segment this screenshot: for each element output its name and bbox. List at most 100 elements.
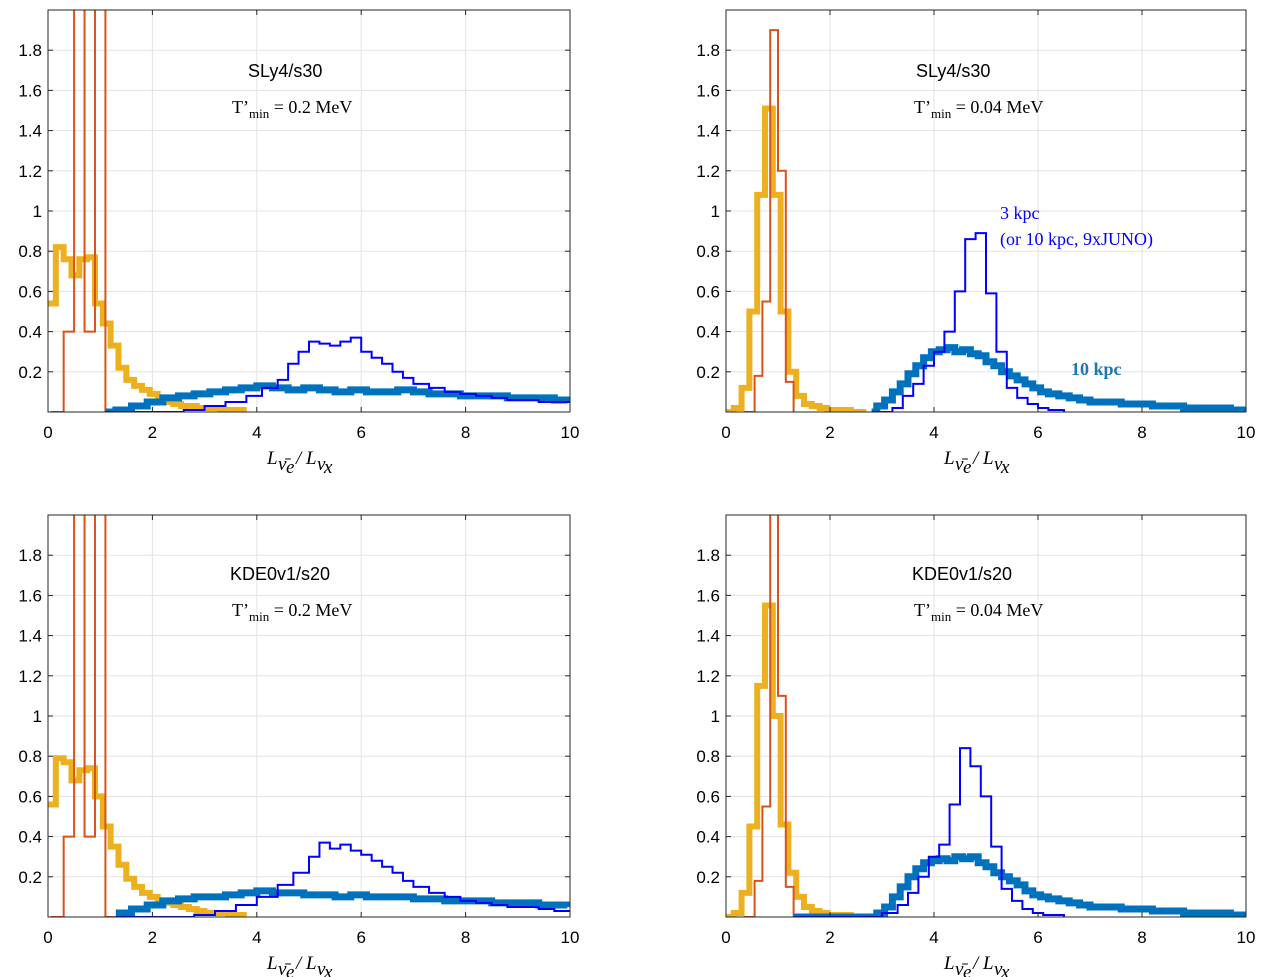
svg-text:L: L <box>982 953 994 974</box>
x-tick-label: 6 <box>1033 928 1042 947</box>
y-tick-label: 1.8 <box>696 546 720 565</box>
svg-text:L: L <box>943 448 955 469</box>
tmin-label: T’min = 0.2 MeV <box>232 97 352 121</box>
thick-blue-histogram <box>793 853 1246 917</box>
y-tick-label: 0.4 <box>18 828 42 847</box>
svg-text:e: e <box>963 457 971 478</box>
panel-title: KDE0v1/s20 <box>230 564 330 584</box>
x-tick-label: 2 <box>825 928 834 947</box>
panel-title: SLy4/s30 <box>916 61 990 81</box>
x-tick-label: 4 <box>252 423 261 442</box>
series-group <box>726 515 1246 917</box>
chart-panel-1: 0 2 4 6 8 10 0.2 0.4 0.6 0.8 1 1.2 1.4 1.6 1.8 SLy4/s30… <box>18 9 579 478</box>
tmin-label: T’min = 0.04 MeV <box>914 97 1043 121</box>
thick-yellow-histogram <box>48 244 247 412</box>
y-tick-label: 0.8 <box>18 242 42 261</box>
chart-panel-2: 0 2 4 6 8 10 0.2 0.4 0.6 0.8 1 1.2 1.4 1.6 1.8 SLy4/s30… <box>696 9 1255 478</box>
svg-text:ν: ν <box>317 959 326 977</box>
y-tick-label: 0.4 <box>696 828 720 847</box>
y-tick-label: 1.4 <box>18 627 42 646</box>
y-tick-label: 1.4 <box>18 122 42 141</box>
y-tick-label: 0.4 <box>18 323 42 342</box>
y-tick-label: 1 <box>711 707 720 726</box>
svg-text:/: / <box>972 448 980 469</box>
svg-text:L: L <box>982 448 994 469</box>
svg-text:L: L <box>266 448 278 469</box>
svg-text:ν: ν <box>994 959 1003 977</box>
y-tick-label: 1.6 <box>18 81 42 100</box>
y-tick-label: 0.2 <box>696 868 720 887</box>
svg-text:x: x <box>323 457 333 478</box>
y-tick-label: 0.8 <box>18 747 42 766</box>
svg-text:/: / <box>972 953 980 974</box>
annotation-2: (or 10 kpc, 9xJUNO) <box>1000 229 1153 250</box>
y-tick-label: 1.4 <box>696 122 720 141</box>
y-tick-label: 0.2 <box>696 363 720 382</box>
x-tick-label: 4 <box>929 423 938 442</box>
thick-yellow-histogram <box>48 755 247 917</box>
x-tick-label: 10 <box>561 423 580 442</box>
y-tick-label: 0.2 <box>18 363 42 382</box>
x-tick-label: 0 <box>43 423 52 442</box>
y-tick-label: 1 <box>33 202 42 221</box>
svg-text:x: x <box>323 962 333 977</box>
ticks: 0 2 4 6 8 10 0.2 0.4 0.6 0.8 1 1.2 1.4 1.6 1.8 <box>18 10 579 442</box>
ticks: 0 2 4 6 8 10 0.2 0.4 0.6 0.8 1 1.2 1.4 1.6 1.8 <box>696 10 1255 442</box>
y-tick-label: 1 <box>33 707 42 726</box>
y-tick-label: 0.6 <box>18 282 42 301</box>
thin-blue-histogram <box>793 747 1065 917</box>
y-tick-label: 1.2 <box>18 162 42 181</box>
thick-blue-histogram <box>871 344 1246 412</box>
thin-orange-histogram <box>50 10 116 412</box>
y-tick-label: 1.8 <box>696 41 720 60</box>
y-tick-label: 0.4 <box>696 323 720 342</box>
y-tick-label: 1 <box>711 202 720 221</box>
svg-text:/: / <box>295 953 303 974</box>
svg-text:/: / <box>295 448 303 469</box>
svg-text:L: L <box>266 953 278 974</box>
chart-panel-4: 0 2 4 6 8 10 0.2 0.4 0.6 0.8 1 1.2 1.4 1.6 1.8 KDE0v1/s… <box>696 514 1255 977</box>
x-tick-label: 0 <box>721 423 730 442</box>
tmin-label: T’min = 0.2 MeV <box>232 600 352 624</box>
chart-panel-3: 0 2 4 6 8 10 0.2 0.4 0.6 0.8 1 1.2 1.4 1.6 1.8 KDE0v1/s… <box>18 514 580 977</box>
series-group <box>726 29 1246 412</box>
x-tick-label: 2 <box>825 423 834 442</box>
y-tick-label: 1.4 <box>696 627 720 646</box>
x-tick-label: 8 <box>1137 423 1146 442</box>
svg-text:ν: ν <box>317 454 326 475</box>
svg-text:e: e <box>963 962 971 977</box>
y-tick-label: 0.6 <box>18 787 42 806</box>
ticks: 0 2 4 6 8 10 0.2 0.4 0.6 0.8 1 1.2 1.4 1.6 1.8 <box>696 515 1255 947</box>
svg-text:x: x <box>1000 457 1010 478</box>
series-group <box>48 10 570 412</box>
thick-yellow-histogram <box>726 105 867 412</box>
x-tick-label: 8 <box>1137 928 1146 947</box>
y-tick-label: 0.6 <box>696 282 720 301</box>
x-tick-label: 0 <box>43 928 52 947</box>
thin-orange-histogram <box>744 515 795 917</box>
svg-text:L: L <box>305 448 317 469</box>
svg-text:L: L <box>305 953 317 974</box>
series-group <box>48 515 570 917</box>
y-tick-label: 0.8 <box>696 747 720 766</box>
x-tick-label: 0 <box>721 928 730 947</box>
thin-blue-histogram <box>871 232 1065 412</box>
y-tick-label: 1.8 <box>18 41 42 60</box>
x-tick-label: 10 <box>561 928 580 947</box>
panel-title: KDE0v1/s20 <box>912 564 1012 584</box>
annotation-3: 10 kpc <box>1071 359 1122 379</box>
svg-text:L: L <box>943 953 955 974</box>
x-tick-label: 4 <box>252 928 261 947</box>
svg-text:ν: ν <box>994 454 1003 475</box>
svg-text:e: e <box>286 962 294 977</box>
x-tick-label: 2 <box>148 928 157 947</box>
y-tick-label: 1.8 <box>18 546 42 565</box>
thin-blue-histogram <box>105 336 570 412</box>
thin-blue-histogram <box>115 841 570 917</box>
y-tick-label: 0.6 <box>696 787 720 806</box>
grid <box>725 10 1247 412</box>
